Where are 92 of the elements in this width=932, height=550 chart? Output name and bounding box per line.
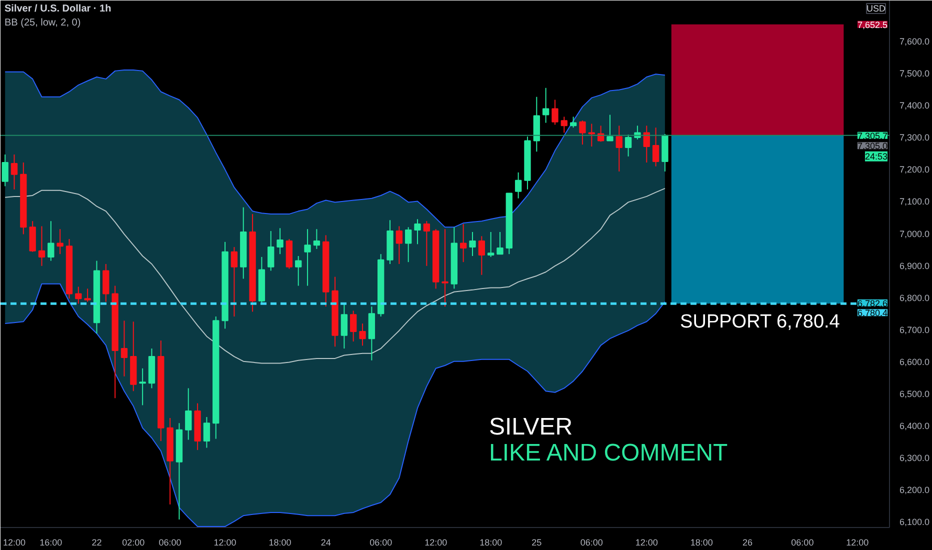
y-tick-label: 6,200.0	[900, 484, 930, 495]
x-tick-label: 22	[92, 538, 102, 548]
y-tick-label: 6,900.0	[900, 260, 930, 271]
candlestick	[276, 228, 284, 255]
x-tick-label: 06:00	[791, 538, 814, 548]
candlestick	[478, 236, 485, 276]
x-tick-label: 25	[532, 538, 542, 548]
annotation: SILVER	[488, 414, 573, 440]
y-tick-label: 6,100.0	[900, 516, 930, 527]
x-tick-label: 02:00	[122, 538, 145, 548]
y-tick-label: 6,300.0	[900, 452, 930, 463]
candlestick	[579, 120, 586, 146]
x-tick-label: 12:00	[424, 538, 448, 548]
line-series	[4, 69, 666, 228]
candlestick	[560, 116, 568, 134]
candlestick	[570, 116, 577, 128]
candlestick	[340, 303, 348, 350]
candlestick	[423, 220, 430, 266]
y-tick-label: 6,600.0	[900, 356, 930, 367]
line-series	[4, 188, 666, 364]
candlestick	[230, 246, 238, 318]
candlestick	[268, 230, 274, 272]
candlestick	[350, 310, 357, 342]
y-tick-label: 7,000.0	[900, 228, 930, 239]
candlestick	[606, 114, 614, 142]
candlestick	[120, 320, 128, 377]
candlestick	[48, 220, 54, 262]
candlestick	[396, 226, 403, 264]
y-tick-label: 6,400.0	[900, 420, 930, 431]
x-tick-label: 16:00	[40, 538, 62, 548]
annotation: USD	[866, 4, 886, 14]
annotation: 6,780.4	[857, 308, 888, 318]
x-tick-label: 12:00	[2, 538, 26, 548]
x-tick-label: 06:00	[158, 538, 182, 548]
annotation: 7,305.0	[857, 141, 888, 152]
annotation: 6,782.6	[857, 298, 888, 308]
x-tick-label: 18:00	[268, 538, 292, 548]
legend-label: SUPPORT 6,780.4	[680, 312, 840, 333]
x-tick-label: 06:00	[580, 538, 603, 548]
candlestick	[203, 416, 210, 448]
chart-title: Silver / U.S. Dollar · 1h	[4, 4, 112, 14]
y-tick-label: 7,200.0	[900, 164, 930, 175]
y-tick-label: 7,100.0	[900, 196, 930, 207]
candlestick	[552, 99, 558, 126]
candlestick	[588, 123, 595, 147]
candlestick	[496, 231, 504, 255]
candlestick	[405, 226, 412, 263]
candlestick	[295, 255, 302, 286]
candlestick	[75, 286, 82, 304]
x-tick-label: 06:00	[370, 538, 392, 548]
x-tick-label: 12:00	[635, 538, 658, 548]
x-tick-label: 18:00	[480, 538, 502, 548]
candlestick	[643, 125, 650, 164]
candlestick	[185, 388, 192, 440]
candlestick	[624, 134, 632, 157]
candlestick	[10, 154, 18, 190]
y-tick-label: 7,500.0	[900, 68, 930, 79]
y-tick-label: 6,700.0	[900, 324, 930, 335]
candlestick	[359, 323, 366, 346]
x-tick-label: 24	[320, 538, 331, 548]
annotation: 24:53	[864, 151, 888, 162]
candlestick	[102, 264, 110, 302]
y-tick-label: 7,300.0	[900, 132, 930, 143]
y-tick-label: 7,600.0	[900, 36, 930, 47]
x-tick-label: 26	[742, 538, 752, 548]
candlestick	[139, 368, 146, 406]
candlestick	[313, 228, 320, 250]
text: BB (25, low, 2, 0)	[4, 18, 81, 28]
x-tick-label: 18:00	[690, 538, 713, 548]
candlestick	[469, 231, 476, 256]
annotation: LIKE AND COMMENT	[488, 440, 728, 466]
x-tick-label: 12:00	[846, 538, 869, 548]
candlestick	[56, 228, 64, 255]
candlestick	[29, 220, 36, 252]
candlestick	[460, 223, 467, 263]
x-tick-label: 12:00	[214, 538, 236, 548]
candlestick	[514, 172, 522, 199]
band-label: 7,652.5	[857, 20, 888, 30]
candlestick	[542, 87, 550, 124]
candlestick	[616, 125, 622, 172]
candlestick	[442, 228, 448, 308]
ref-line-label: 7,305.7	[857, 130, 888, 141]
y-tick-label: 6,800.0	[900, 292, 930, 303]
candlestick	[487, 231, 494, 258]
candlestick	[2, 154, 8, 187]
y-tick-label: 7,400.0	[900, 100, 930, 111]
y-tick-label: 6,500.0	[900, 388, 930, 399]
candlestick	[84, 288, 91, 302]
candlestick	[414, 218, 421, 245]
candlestick	[304, 228, 311, 286]
candlestick	[652, 127, 660, 167]
candlestick	[38, 226, 46, 266]
